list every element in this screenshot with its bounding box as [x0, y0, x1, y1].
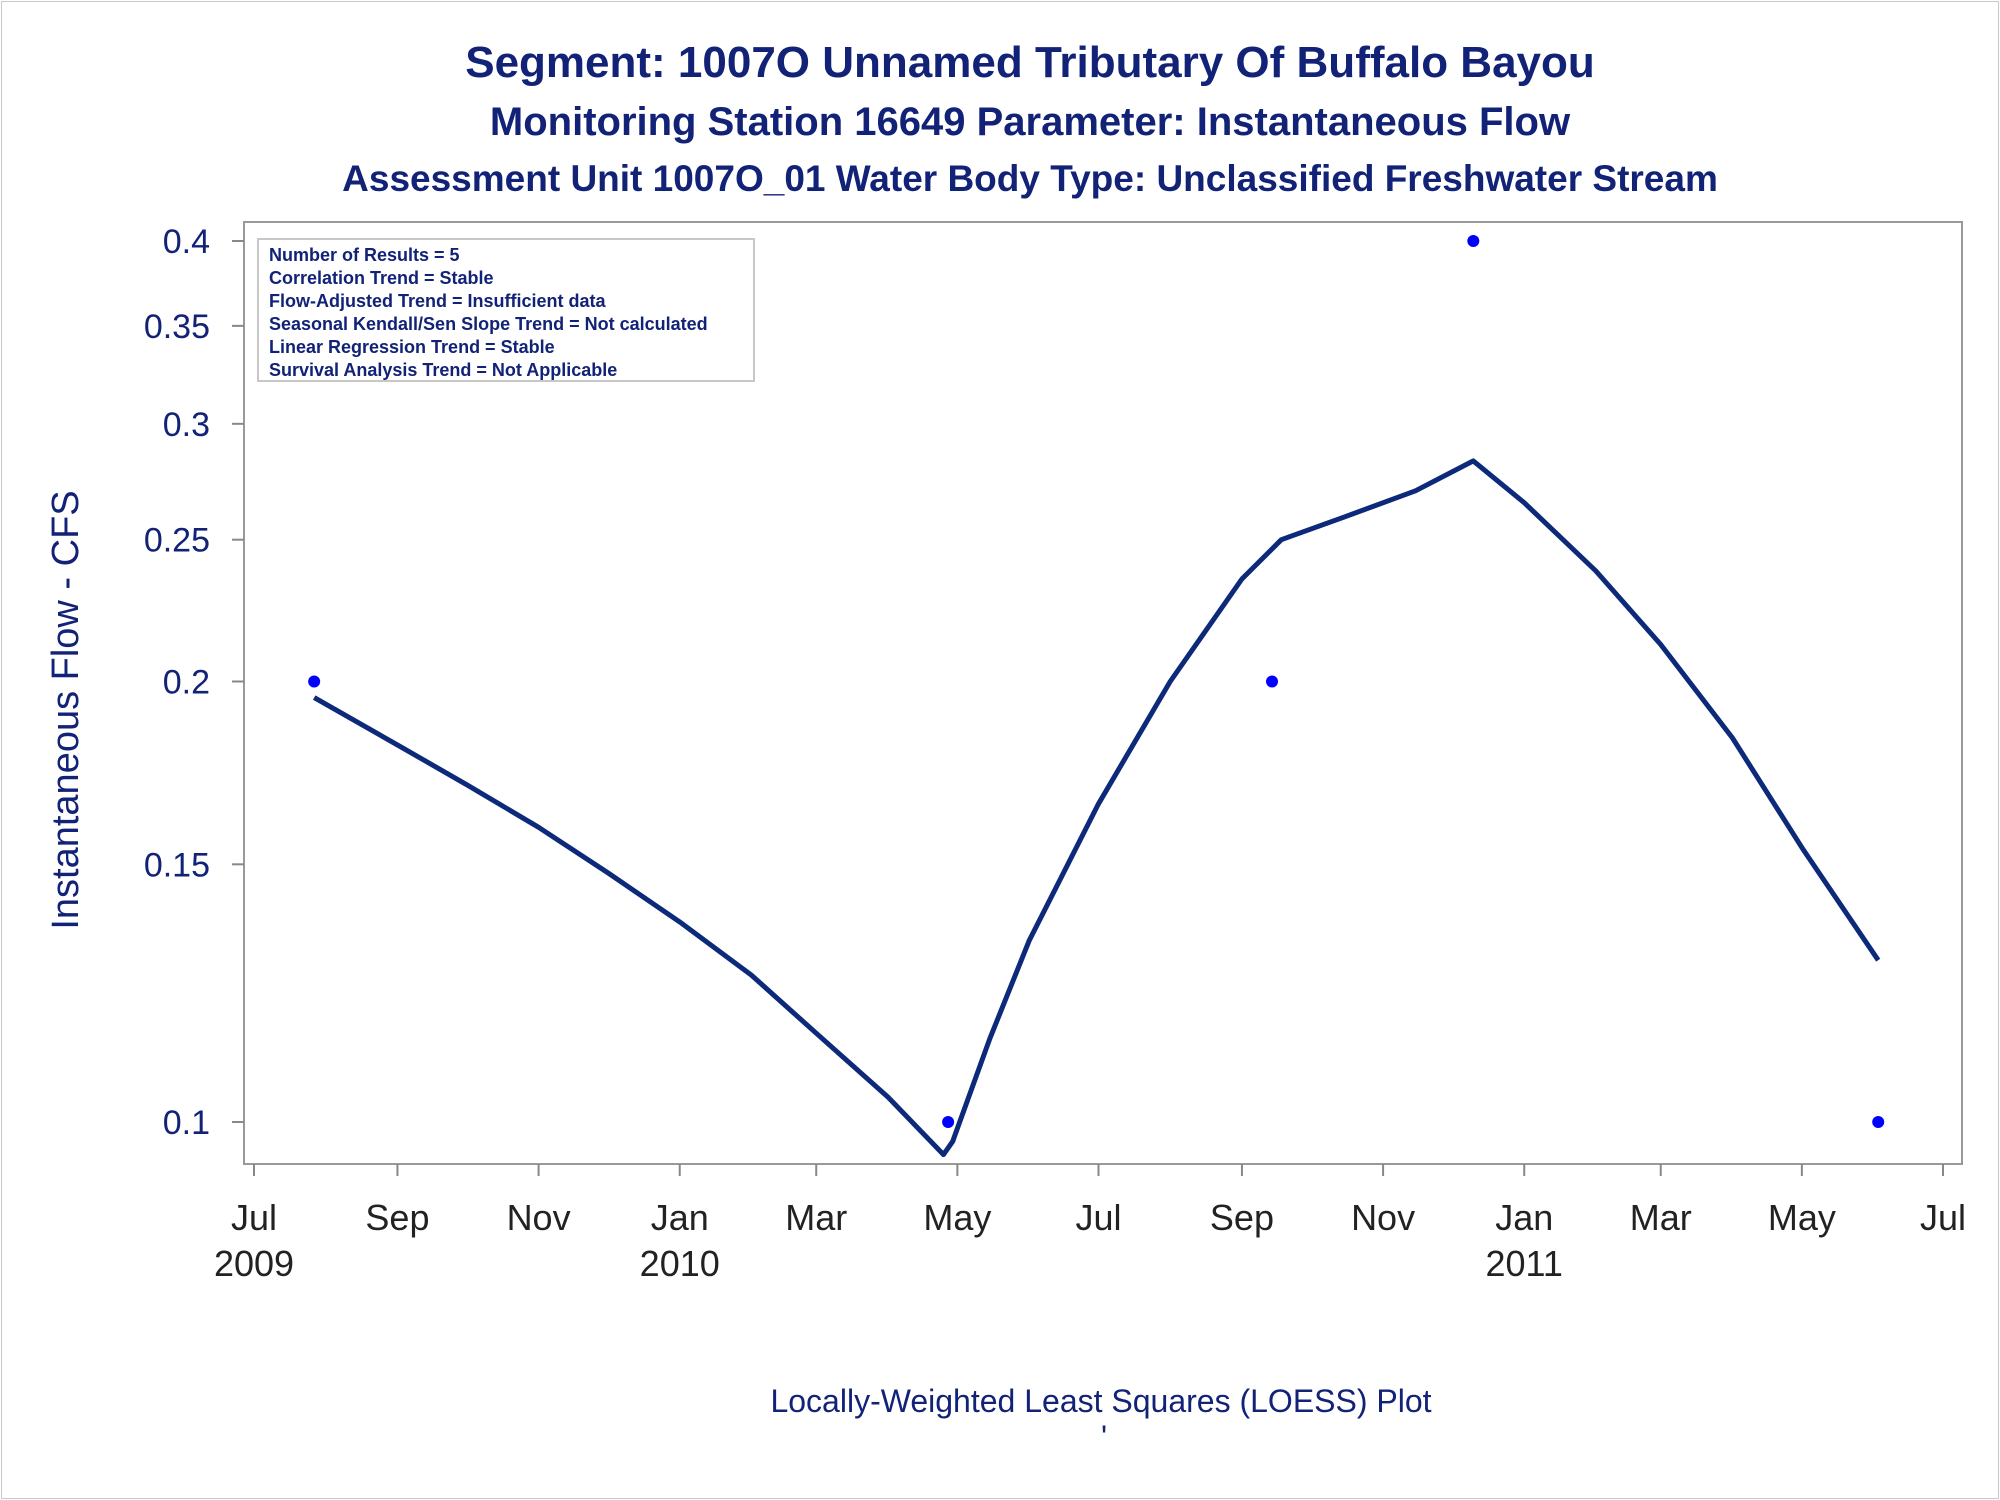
footnote-mark: ': [1101, 1419, 1107, 1455]
y-tick-label: 0.3: [163, 406, 210, 444]
y-tick-label: 0.4: [163, 223, 210, 261]
x-tick-year-label: 2009: [214, 1243, 294, 1284]
data-point: [1872, 1116, 1885, 1128]
y-axis-label: Instantaneous Flow - CFS: [45, 490, 87, 929]
x-axis: Jul 2009 Sep Nov Jan 2010 Mar May Jul Sep Nov Jan 20…: [214, 1164, 1966, 1284]
plot-area: [243, 221, 1963, 1165]
chart-subtitle-station: Monitoring Station 16649 Parameter: Inst…: [489, 100, 1571, 144]
y-tick-label: 0.15: [144, 846, 210, 884]
chart-title: Segment: 1007O Unnamed Tributary Of Buff…: [465, 38, 1595, 87]
data-point: [308, 675, 321, 688]
x-tick-label: Jul: [231, 1197, 277, 1238]
y-tick-label: 0.25: [144, 522, 210, 560]
footnote: Locally-Weighted Least Squares (LOESS) P…: [770, 1383, 1431, 1419]
data-point: [1467, 235, 1480, 247]
y-tick-label: 0.1: [163, 1104, 210, 1142]
stats-box-line: Correlation Trend = Stable: [269, 268, 494, 288]
x-tick-label: Jul: [1075, 1197, 1121, 1238]
x-tick-label: Nov: [1351, 1197, 1415, 1238]
data-point: [942, 1116, 955, 1128]
x-tick-label: May: [923, 1197, 991, 1238]
x-tick-label: Sep: [365, 1197, 429, 1238]
data-point: [1266, 675, 1279, 688]
loess-curve: [312, 458, 1881, 1158]
stats-box-line: Seasonal Kendall/Sen Slope Trend = Not c…: [269, 314, 708, 334]
y-axis: 0.1 0.15 0.2 0.25 0.3 0.35 0.4: [144, 223, 244, 1142]
x-tick-label: Mar: [785, 1197, 847, 1238]
x-tick-label: Jan: [1495, 1197, 1553, 1238]
stats-box-line: Flow-Adjusted Trend = Insufficient data: [269, 291, 607, 311]
y-tick-label: 0.35: [144, 308, 210, 346]
stats-box: Number of Results = 5 Correlation Trend =…: [257, 238, 755, 382]
stats-box-frame: [257, 238, 755, 382]
y-tick-label: 0.2: [163, 664, 210, 702]
x-tick-label: Nov: [507, 1197, 571, 1238]
stats-box-line: Linear Regression Trend = Stable: [269, 337, 555, 357]
data-points: [308, 235, 1885, 1128]
x-tick-label: May: [1768, 1197, 1836, 1238]
x-tick-year-label: 2010: [640, 1243, 720, 1284]
x-tick-year-label: 2011: [1486, 1243, 1563, 1284]
chart-subtitle-assessment: Assessment Unit 1007O_01 Water Body Type…: [342, 158, 1718, 199]
x-tick-label: Sep: [1210, 1197, 1274, 1238]
stats-box-line: Survival Analysis Trend = Not Applicable: [269, 360, 617, 380]
x-tick-label: Jul: [1920, 1197, 1966, 1238]
x-tick-label: Mar: [1630, 1197, 1692, 1238]
stats-box-line: Number of Results = 5: [269, 245, 460, 265]
x-tick-label: Jan: [651, 1197, 709, 1238]
